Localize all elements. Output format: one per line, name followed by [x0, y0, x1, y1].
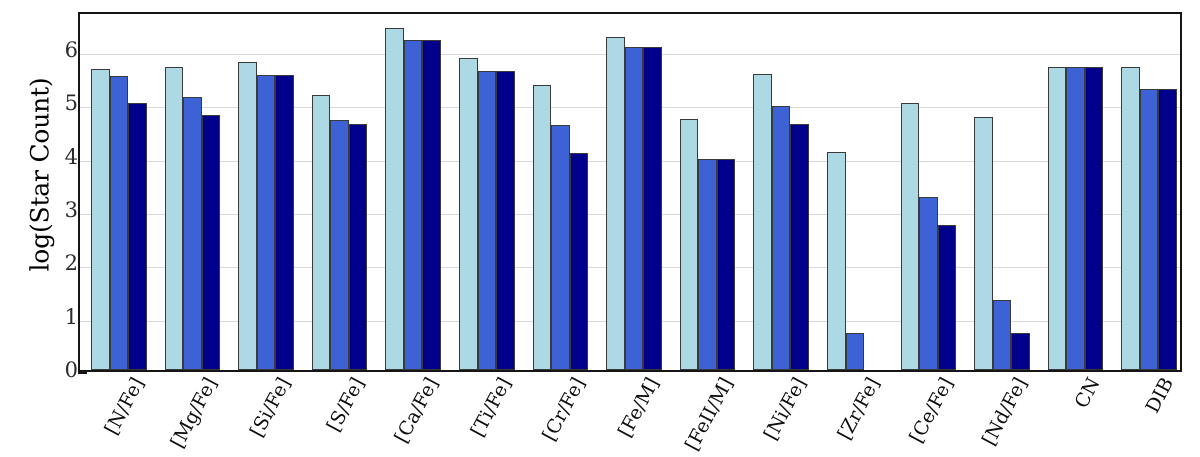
y-tick-label: 3	[64, 198, 78, 222]
bar	[128, 103, 147, 370]
y-tick-label: 4	[64, 144, 78, 169]
x-tick-label: [Si/Fe]	[246, 374, 296, 441]
bar	[330, 120, 349, 370]
x-tick-label: [S/Fe]	[322, 374, 370, 436]
bar	[256, 74, 276, 370]
bar	[827, 152, 846, 370]
y-tick-label: 0	[64, 358, 78, 382]
bar	[403, 40, 423, 370]
bar	[477, 71, 497, 370]
x-tick-label: [Ni/Fe]	[759, 374, 811, 444]
y-tick-mark	[78, 371, 87, 374]
x-tick-label: [Ti/Fe]	[467, 374, 517, 441]
bar	[1139, 89, 1159, 370]
bar	[1084, 67, 1104, 370]
x-tick-label: [Mg/Fe]	[166, 374, 222, 452]
bar	[698, 158, 717, 370]
y-tick-label: 6	[64, 38, 78, 62]
bar	[569, 152, 589, 370]
bar	[900, 102, 920, 370]
bar	[919, 196, 938, 370]
bar	[606, 37, 625, 370]
bar	[1066, 67, 1085, 370]
y-tick-label: 2	[64, 251, 78, 276]
x-tick-label: [Zr/Fe]	[833, 374, 885, 444]
bar	[109, 75, 129, 370]
bar	[164, 66, 184, 370]
bar	[937, 225, 957, 370]
bar	[753, 74, 772, 370]
bar	[1011, 332, 1030, 370]
y-axis-title: log(Star Count)	[25, 77, 55, 272]
bar	[385, 28, 404, 370]
bar	[624, 47, 644, 370]
x-tick-label: [N/Fe]	[100, 374, 149, 439]
bar	[679, 119, 699, 370]
bar	[643, 47, 662, 370]
bar	[716, 158, 736, 370]
bar	[974, 117, 993, 370]
bar	[275, 75, 294, 370]
bar	[91, 68, 110, 370]
bar	[845, 332, 865, 370]
bar	[183, 97, 202, 370]
x-tick-label: [Cr/Fe]	[538, 374, 590, 445]
bar	[201, 115, 221, 370]
bar	[771, 106, 791, 370]
bar	[496, 71, 515, 370]
x-tick-label: [Ca/Fe]	[390, 374, 443, 447]
bar	[422, 40, 441, 370]
plot-area	[78, 12, 1182, 372]
bar	[238, 61, 257, 370]
bar	[532, 85, 552, 370]
bar	[1047, 67, 1067, 370]
y-tick-label: 1	[64, 304, 78, 329]
y-tick-label: 5	[64, 91, 78, 116]
x-tick-label: [Nd/Fe]	[977, 374, 1032, 450]
bar	[1158, 89, 1177, 370]
x-tick-label: [Ce/Fe]	[905, 374, 958, 447]
bar	[790, 124, 809, 370]
bar	[992, 299, 1012, 370]
bar	[1121, 67, 1140, 370]
x-tick-label: [FeII/M]	[680, 374, 738, 455]
x-tick-label: [Fe/M]	[613, 374, 664, 441]
bar	[348, 124, 368, 370]
bar	[459, 58, 478, 370]
bar	[551, 125, 570, 370]
bar	[311, 94, 331, 370]
x-tick-label: CN	[1070, 374, 1106, 412]
x-tick-label: DIB	[1141, 374, 1179, 417]
